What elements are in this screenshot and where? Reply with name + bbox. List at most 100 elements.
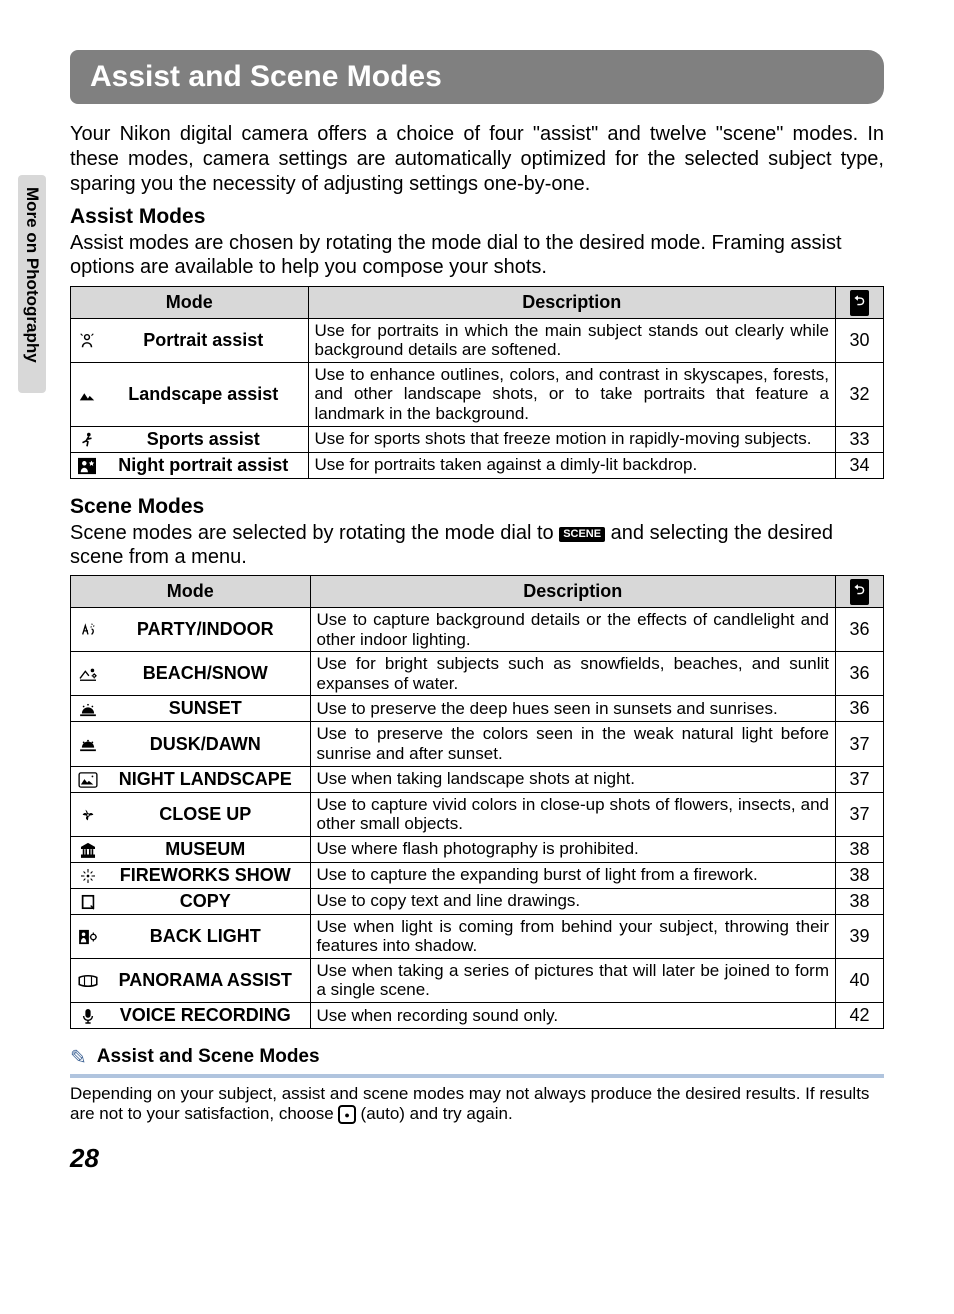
table-row: Landscape assistUse to enhance outlines,… — [71, 362, 884, 426]
mode-description: Use for portraits in which the main subj… — [308, 318, 836, 362]
auto-mode-icon — [338, 1105, 355, 1123]
mode-description: Use for bright subjects such as snowfiel… — [310, 652, 836, 696]
beach-icon — [71, 652, 106, 696]
page-ref: 40 — [836, 958, 884, 1002]
mode-name: DUSK/DAWN — [105, 722, 310, 766]
note-icon: ✎ — [70, 1045, 87, 1070]
mode-name: PANORAMA ASSIST — [105, 958, 310, 1002]
dusk-icon — [71, 722, 106, 766]
table-row: PARTY/INDOORUse to capture background de… — [71, 608, 884, 652]
mode-description: Use where flash photography is prohibite… — [310, 836, 836, 862]
page-ref: 37 — [836, 792, 884, 836]
col-page-ref: ⮌ — [836, 286, 884, 318]
col-desc: Description — [308, 286, 836, 318]
table-row: Sports assistUse for sports shots that f… — [71, 426, 884, 452]
museum-icon — [71, 836, 106, 862]
mode-name: SUNSET — [105, 696, 310, 722]
mode-description: Use to copy text and line drawings. — [310, 888, 836, 914]
table-row: NIGHT LANDSCAPEUse when taking landscape… — [71, 766, 884, 792]
mode-name: PARTY/INDOOR — [105, 608, 310, 652]
page-ref: 38 — [836, 836, 884, 862]
scene-dial-icon: SCENE — [559, 527, 605, 542]
landscape-icon — [71, 362, 104, 426]
mode-description: Use to preserve the deep hues seen in su… — [310, 696, 836, 722]
table-row: Portrait assistUse for portraits in whic… — [71, 318, 884, 362]
fireworks-icon — [71, 862, 106, 888]
mode-description: Use to preserve the colors seen in the w… — [310, 722, 836, 766]
mode-name: Night portrait assist — [103, 452, 308, 478]
col-desc: Description — [310, 576, 836, 608]
mode-description: Use to capture the expanding burst of li… — [310, 862, 836, 888]
page-ref-icon: ⮌ — [850, 579, 868, 605]
note-body-post: (auto) and try again. — [356, 1104, 513, 1123]
mode-name: BACK LIGHT — [105, 914, 310, 958]
assist-table: Mode Description ⮌ Portrait assistUse fo… — [70, 286, 884, 479]
page-ref-icon: ⮌ — [850, 290, 868, 316]
scene-heading: Scene Modes — [70, 495, 884, 519]
mode-name: Sports assist — [103, 426, 308, 452]
backlight-icon — [71, 914, 106, 958]
night-portrait-icon — [71, 452, 104, 478]
mode-description: Use when taking landscape shots at night… — [310, 766, 836, 792]
page-ref: 36 — [836, 608, 884, 652]
mode-name: VOICE RECORDING — [105, 1002, 310, 1028]
closeup-icon — [71, 792, 106, 836]
mode-name: Landscape assist — [103, 362, 308, 426]
page-title: Assist and Scene Modes — [70, 50, 884, 104]
mode-name: CLOSE UP — [105, 792, 310, 836]
table-row: DUSK/DAWNUse to preserve the colors seen… — [71, 722, 884, 766]
mode-name: Portrait assist — [103, 318, 308, 362]
note-body: Depending on your subject, assist and sc… — [70, 1084, 884, 1125]
table-row: BACK LIGHTUse when light is coming from … — [71, 914, 884, 958]
night-landscape-icon — [71, 766, 106, 792]
page-ref: 39 — [836, 914, 884, 958]
mode-description: Use to capture vivid colors in close-up … — [310, 792, 836, 836]
mode-description: Use when light is coming from behind you… — [310, 914, 836, 958]
note-title: Assist and Scene Modes — [97, 1046, 320, 1068]
sunset-icon — [71, 696, 106, 722]
table-row: BEACH/SNOWUse for bright subjects such a… — [71, 652, 884, 696]
table-row: MUSEUMUse where flash photography is pro… — [71, 836, 884, 862]
table-row: FIREWORKS SHOWUse to capture the expandi… — [71, 862, 884, 888]
scene-desc: Scene modes are selected by rotating the… — [70, 521, 884, 570]
table-row: VOICE RECORDINGUse when recording sound … — [71, 1002, 884, 1028]
mode-description: Use for sports shots that freeze motion … — [308, 426, 836, 452]
mode-description: Use to enhance outlines, colors, and con… — [308, 362, 836, 426]
table-row: CLOSE UPUse to capture vivid colors in c… — [71, 792, 884, 836]
page-ref: 37 — [836, 766, 884, 792]
col-mode: Mode — [71, 286, 309, 318]
mode-description: Use when taking a series of pictures tha… — [310, 958, 836, 1002]
page-ref: 37 — [836, 722, 884, 766]
page-ref: 36 — [836, 652, 884, 696]
col-mode: Mode — [71, 576, 311, 608]
table-row: SUNSETUse to preserve the deep hues seen… — [71, 696, 884, 722]
note-divider — [70, 1074, 884, 1078]
page-number: 28 — [70, 1143, 884, 1174]
scene-desc-pre: Scene modes are selected by rotating the… — [70, 522, 559, 544]
page-ref: 30 — [836, 318, 884, 362]
mode-description: Use when recording sound only. — [310, 1002, 836, 1028]
col-page-ref: ⮌ — [836, 576, 884, 608]
side-tab: More on Photography — [18, 175, 46, 393]
page-ref: 33 — [836, 426, 884, 452]
mode-name: COPY — [105, 888, 310, 914]
table-row: COPYUse to copy text and line drawings.3… — [71, 888, 884, 914]
copy-icon — [71, 888, 106, 914]
mode-name: BEACH/SNOW — [105, 652, 310, 696]
portrait-icon — [71, 318, 104, 362]
table-row: Night portrait assistUse for portraits t… — [71, 452, 884, 478]
mode-description: Use to capture background details or the… — [310, 608, 836, 652]
page-ref: 36 — [836, 696, 884, 722]
panorama-icon — [71, 958, 106, 1002]
sports-icon — [71, 426, 104, 452]
table-row: PANORAMA ASSISTUse when taking a series … — [71, 958, 884, 1002]
assist-heading: Assist Modes — [70, 205, 884, 229]
mode-name: FIREWORKS SHOW — [105, 862, 310, 888]
intro-text: Your Nikon digital camera offers a choic… — [70, 122, 884, 197]
assist-desc: Assist modes are chosen by rotating the … — [70, 231, 884, 280]
page-ref: 34 — [836, 452, 884, 478]
page-ref: 38 — [836, 862, 884, 888]
mode-name: NIGHT LANDSCAPE — [105, 766, 310, 792]
mode-description: Use for portraits taken against a dimly-… — [308, 452, 836, 478]
mode-name: MUSEUM — [105, 836, 310, 862]
